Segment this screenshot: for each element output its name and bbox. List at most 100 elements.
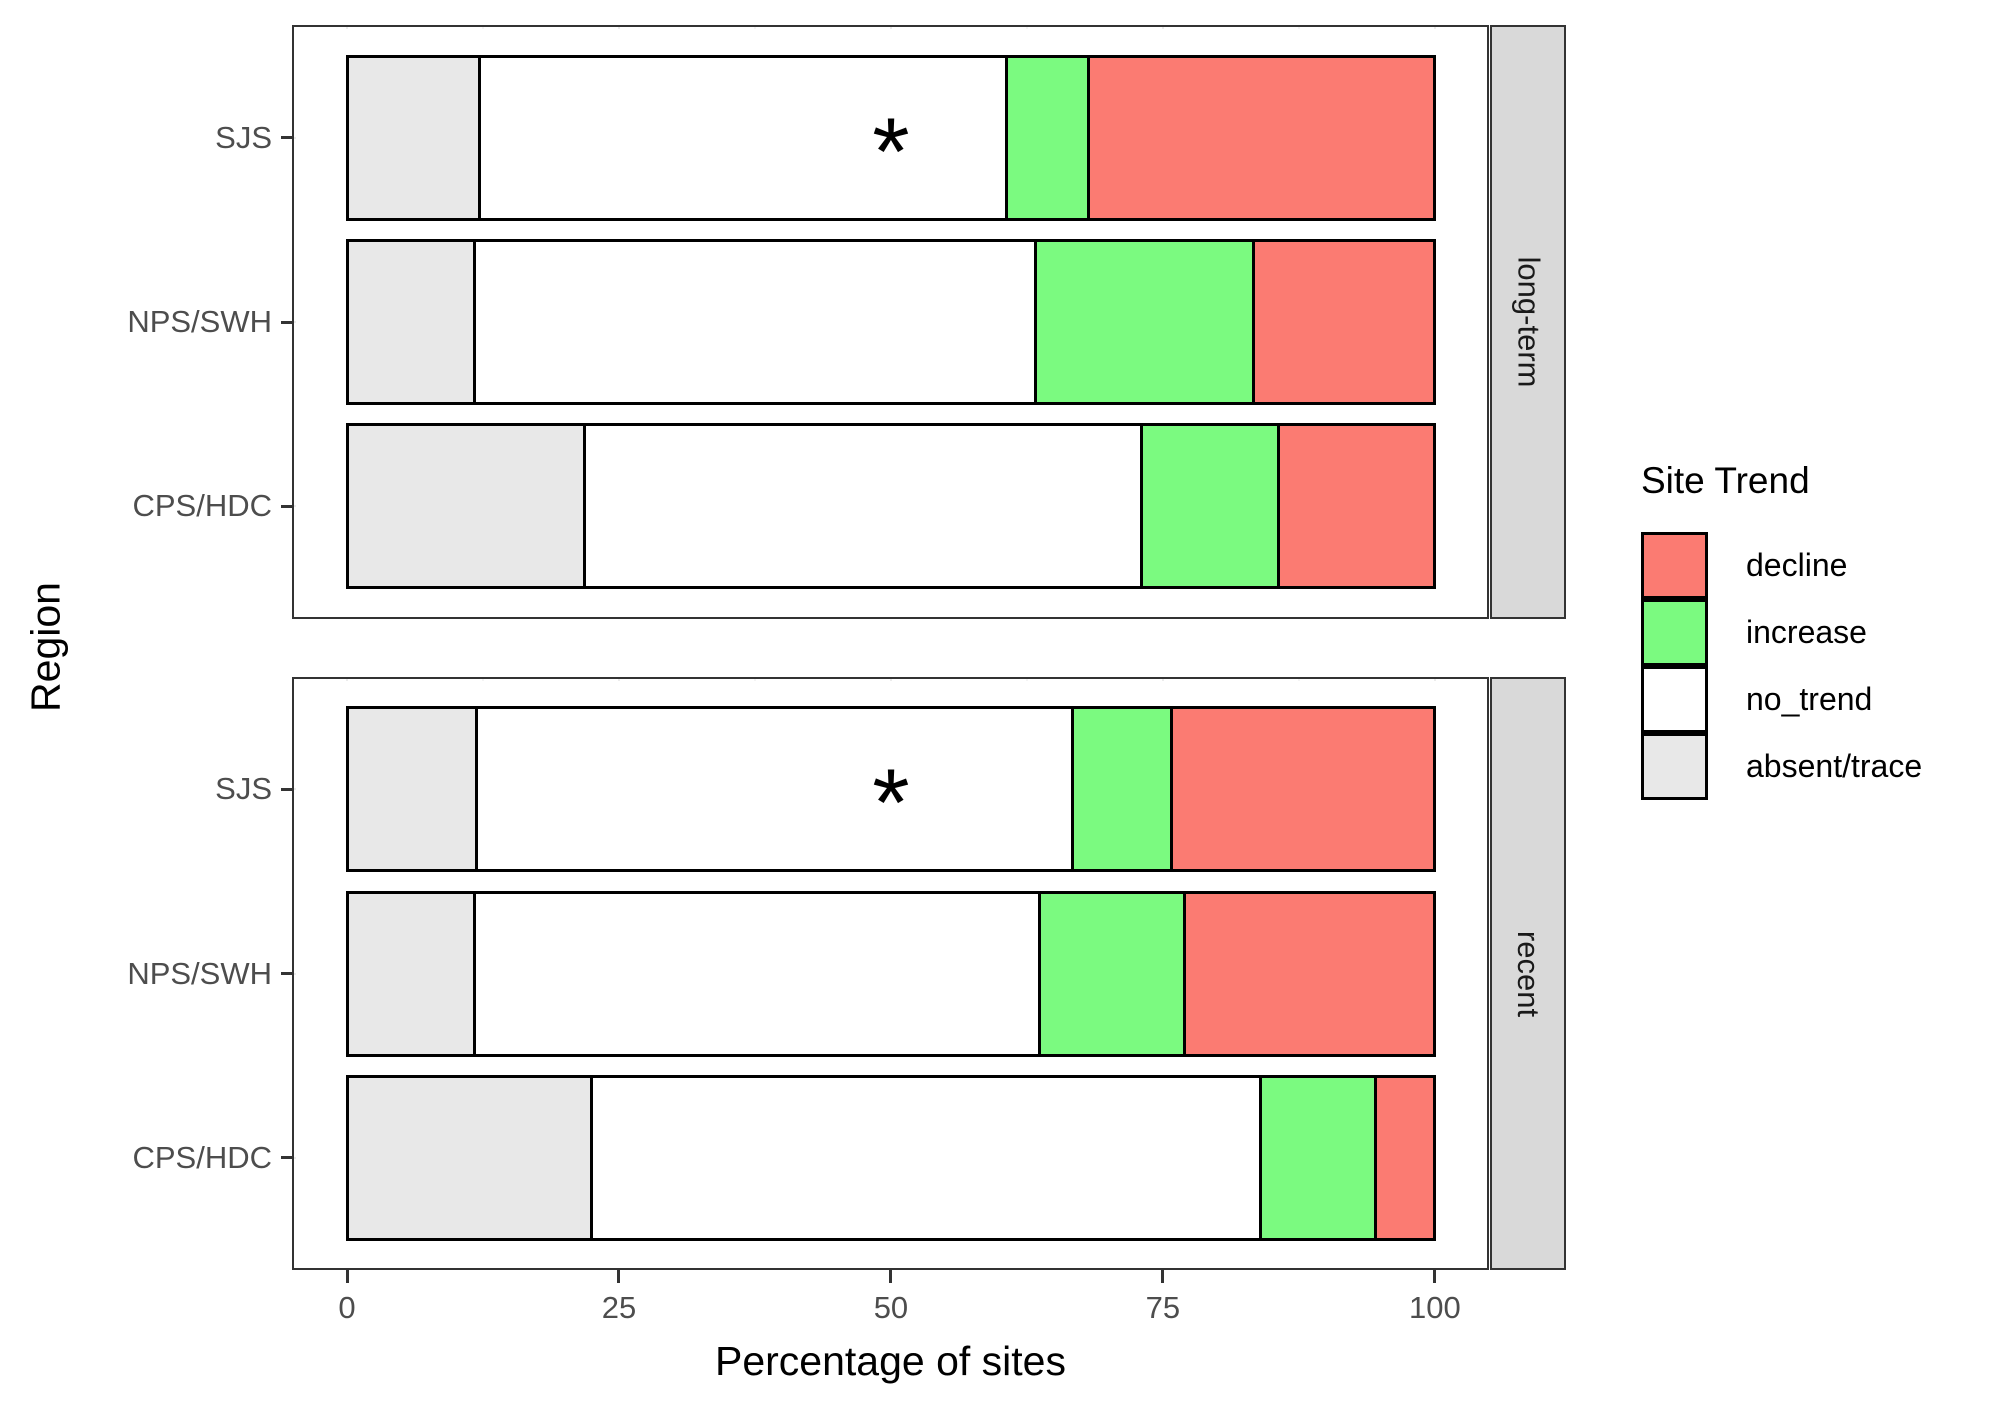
gridline-minor-x-87.5 — [1297, 27, 1300, 29]
gridline-y-sjs — [294, 136, 296, 139]
y-axis-tick-nps-swh — [281, 972, 294, 975]
legend-title: Site Trend — [1641, 460, 1810, 501]
x-axis-label-75: 75 — [1145, 1290, 1181, 1325]
facet-strip-label-recent: recent — [1511, 930, 1547, 1017]
x-axis-label-100: 100 — [1409, 1290, 1461, 1325]
x-axis-tick-75 — [1161, 1270, 1165, 1283]
y-axis-tick-cps-hdc — [281, 1156, 294, 1160]
gridline-y-cps-hdc — [294, 1156, 296, 1159]
legend-item-no-trend: no_trend — [1641, 666, 1922, 733]
gridline-x-50 — [889, 679, 892, 681]
gridline-y-nps-swh — [294, 321, 296, 323]
segment-cps-hdc-absent-trace — [345, 423, 586, 590]
legend-items: decline increase no_trend absent/trace — [1641, 532, 1922, 800]
x-axis-label-0: 0 — [338, 1290, 356, 1325]
legend-swatch-no-trend — [1641, 666, 1708, 733]
segment-cps-hdc-increase — [1139, 423, 1280, 590]
y-axis-tick-cps-hdc — [281, 504, 294, 508]
y-axis-title: Region — [22, 582, 69, 712]
legend-label-decline: decline — [1746, 547, 1848, 583]
facet-strip-long-term: long-term — [1490, 25, 1566, 619]
segment-nps-swh-decline — [1183, 890, 1437, 1057]
x-axis-tick-25 — [617, 1270, 621, 1283]
legend-swatch-absent-trace — [1641, 733, 1708, 800]
gridline-minor-x-62.5 — [1025, 27, 1028, 29]
bar-long-term-cps-hdc — [345, 423, 1437, 590]
y-axis-label-cps-hdc: CPS/HDC — [132, 488, 272, 524]
x-axis-tick-50 — [889, 1270, 893, 1283]
gridline-x-75 — [1161, 27, 1164, 29]
bar-long-term-sjs — [345, 54, 1437, 221]
segment-sjs-increase — [1004, 54, 1091, 221]
bar-recent-cps-hdc — [345, 1074, 1437, 1241]
facet-panel-recent: * — [292, 677, 1489, 1270]
gridline-x-100 — [1433, 27, 1436, 29]
legend: Site Trend decline increase no_trend abs… — [1641, 460, 1922, 800]
legend-item-increase: increase — [1641, 599, 1922, 666]
segment-sjs-decline — [1170, 706, 1437, 873]
segment-nps-swh-absent-trace — [345, 239, 476, 405]
segment-sjs-no-trend — [474, 706, 1075, 873]
y-axis-label-sjs: SJS — [215, 119, 272, 155]
segment-sjs-increase — [1071, 706, 1174, 873]
segment-sjs-absent-trace — [345, 54, 482, 221]
segment-cps-hdc-no-trend — [582, 423, 1143, 590]
x-axis-label-25: 25 — [601, 1290, 637, 1325]
x-axis-tick-100 — [1433, 1270, 1437, 1283]
legend-label-increase: increase — [1746, 614, 1867, 650]
gridline-minor-x-62.5 — [1025, 679, 1028, 681]
segment-nps-swh-increase — [1034, 239, 1255, 405]
gridline-minor-x-37.5 — [753, 27, 756, 29]
legend-swatch-decline — [1641, 532, 1708, 599]
gridline-y-sjs — [294, 788, 296, 791]
bar-recent-nps-swh — [345, 890, 1437, 1057]
segment-sjs-absent-trace — [345, 706, 478, 873]
gridline-x-0 — [346, 27, 348, 29]
segment-cps-hdc-no-trend — [590, 1074, 1263, 1241]
segment-cps-hdc-decline — [1373, 1074, 1437, 1241]
segment-nps-swh-absent-trace — [345, 890, 476, 1057]
bar-recent-sjs — [345, 706, 1437, 873]
segment-cps-hdc-increase — [1259, 1074, 1377, 1241]
segment-sjs-decline — [1087, 54, 1437, 221]
y-axis-label-nps-swh: NPS/SWH — [127, 955, 272, 991]
y-axis-tick-sjs — [281, 136, 294, 140]
segment-cps-hdc-absent-trace — [345, 1074, 594, 1241]
bar-long-term-nps-swh — [345, 239, 1437, 405]
segment-nps-swh-no-trend — [472, 239, 1038, 405]
significance-asterisk-recent-sjs: * — [872, 749, 910, 857]
gridline-x-25 — [617, 27, 620, 29]
y-axis-tick-sjs — [281, 787, 294, 791]
y-axis-label-sjs: SJS — [215, 771, 272, 807]
facet-panel-long-term: * — [292, 25, 1489, 619]
segment-nps-swh-decline — [1251, 239, 1437, 405]
significance-asterisk-long-term-sjs: * — [872, 98, 910, 206]
segment-nps-swh-increase — [1038, 890, 1187, 1057]
facet-strip-recent: recent — [1490, 677, 1566, 1270]
gridline-y-cps-hdc — [294, 505, 296, 508]
gridline-minor-x-12.5 — [481, 679, 484, 681]
gridline-x-50 — [889, 27, 892, 29]
gridline-minor-x-12.5 — [481, 27, 484, 29]
gridline-y-nps-swh — [294, 972, 296, 975]
gridline-x-25 — [617, 679, 620, 681]
gridline-minor-x-37.5 — [753, 679, 756, 681]
x-axis-tick-0 — [345, 1270, 349, 1283]
gridline-x-75 — [1161, 679, 1164, 681]
gridline-minor-x-87.5 — [1297, 679, 1300, 681]
segment-sjs-no-trend — [478, 54, 1008, 221]
segment-nps-swh-no-trend — [472, 890, 1042, 1057]
legend-label-no-trend: no_trend — [1746, 681, 1873, 717]
y-axis-label-nps-swh: NPS/SWH — [127, 304, 272, 339]
x-axis-label-50: 50 — [873, 1290, 909, 1325]
facet-strip-label-long-term: long-term — [1511, 256, 1546, 388]
gridline-x-100 — [1433, 679, 1436, 681]
y-axis-tick-nps-swh — [281, 320, 294, 324]
legend-item-decline: decline — [1641, 532, 1922, 599]
gridline-x-0 — [346, 679, 348, 681]
y-axis-label-cps-hdc: CPS/HDC — [132, 1139, 272, 1175]
x-axis-title: Percentage of sites — [715, 1338, 1066, 1384]
legend-item-absent-trace: absent/trace — [1641, 733, 1922, 800]
segment-cps-hdc-decline — [1276, 423, 1437, 590]
